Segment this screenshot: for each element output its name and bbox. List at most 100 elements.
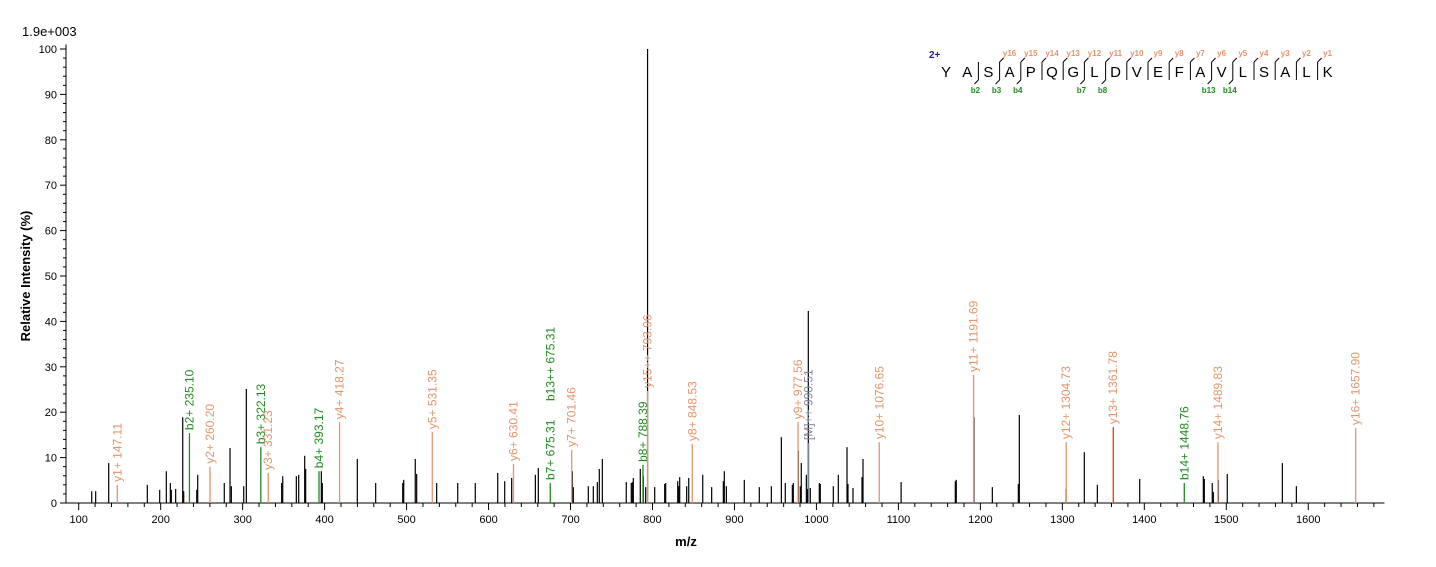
peak-label: b14+ 1448.76 [1177,406,1191,480]
y-hook [1126,57,1132,63]
b-ion-label: b3 [992,86,1002,95]
b-ion-label: b8 [1098,86,1108,95]
y-tick-label: 60 [45,226,57,238]
y-ion-label: y6 [1217,49,1226,58]
residue: L [1239,64,1247,81]
peak-label: b13++ 675.31 [543,327,557,401]
residue: Y [941,64,951,81]
y-ion-label: y12 [1088,49,1102,58]
residue: S [983,64,993,81]
y-ion-label: y16 [1003,49,1017,58]
peak-label: y2+ 260.20 [203,404,217,464]
x-tick-label: 1500 [1214,514,1238,526]
y-tick-label: 0 [51,498,57,510]
y-ion-label: y8 [1175,49,1184,58]
y-tick-label: 90 [45,89,57,101]
y-tick-label: 30 [45,362,57,374]
x-tick-label: 1100 [887,514,911,526]
y-tick-label: 40 [45,316,57,328]
y-ion-label: y5 [1238,49,1247,58]
y-hook [1147,57,1153,63]
y-tick-label: 70 [45,180,57,192]
annotations: y1+ 147.11 b2+ 235.10 y2+ 260.20 b3+ 322.13… [110,300,1363,503]
y-hook [1296,57,1301,63]
residue: L [1090,64,1098,81]
y-hook [1041,57,1047,63]
b-hook [1080,79,1085,85]
x-tick-label: 1400 [1132,514,1156,526]
b-hook [1016,79,1022,85]
y-hook [1211,57,1216,63]
peak-label: y3+ 331.23 [261,410,275,470]
peak-label: y1+ 147.11 [110,423,124,482]
peak-label: b4+ 393.17 [312,408,326,469]
b-hook [995,79,1000,85]
y-axis-label: Relative Intensity (%) [18,211,33,342]
x-tick-label: 400 [315,514,333,526]
intensity-scale-label: 1.9e+003 [22,24,77,39]
x-tick-label: 1300 [1050,514,1074,526]
x-tick-label: 900 [725,514,743,526]
x-tick-label: 500 [397,514,415,526]
y-hook [1232,57,1238,63]
y-hook [1062,57,1068,63]
peak-label: [M]++ 990.51 [802,369,816,440]
x-axis-label: m/z [675,534,697,549]
residue: A [1195,64,1205,81]
x-tick-label: 200 [151,514,169,526]
residue: Q [1046,64,1058,81]
b-ion-label: b2 [971,86,981,95]
peak-label: b8+ 788.39 [636,401,650,462]
residue: L [1302,64,1310,81]
residue: S [1259,64,1269,81]
y-ion-label: y1 [1323,49,1332,58]
x-tick-label: 800 [643,514,661,526]
y-tick-label: 10 [45,453,57,465]
b-hook [974,79,979,85]
b-hook [1101,79,1106,85]
b-ion-label: b7 [1077,86,1087,95]
residue: D [1110,64,1121,81]
peak-label: y5+ 531.35 [425,369,439,429]
peak-label: y10+ 1076.65 [872,366,886,439]
peak-label: y16+ 1657.90 [1349,352,1363,425]
b-hook [1228,79,1234,85]
x-tick-label: 600 [479,514,497,526]
residue: V [1217,64,1227,81]
y-ion-label: y7 [1196,49,1205,58]
y-ion-label: y15 [1024,49,1038,58]
y-tick-label: 100 [39,44,57,56]
peak-label: y7+ 701.46 [565,387,579,447]
residue: A [1280,64,1290,81]
b-ion-label: b14 [1223,86,1237,95]
peak-label: y6+ 630.41 [506,401,520,461]
peak-label: y12+ 1304.73 [1059,366,1073,439]
y-hook [1274,57,1280,63]
peak-label: y9+ 977.56 [791,359,805,419]
peak-label: y8+ 848.53 [685,381,699,441]
y-ion-label: y3 [1281,49,1290,58]
residue: A [962,64,972,81]
x-tick-label: 1200 [968,514,992,526]
peak-label: y14+ 1489.83 [1211,366,1225,439]
peaks [91,49,1297,503]
x-tick-label: 1600 [1296,514,1320,526]
residue: G [1067,64,1079,81]
peak-label: y13+ 1361.78 [1106,351,1120,424]
y-ion-label: y11 [1109,49,1122,58]
y-ion-label: y13 [1067,49,1081,58]
residue: A [1005,64,1015,81]
residue: P [1026,64,1036,81]
y-ion-label: y9 [1154,49,1163,58]
residue: V [1132,64,1142,81]
b-ion-label: b4 [1013,86,1023,95]
y-hook [1020,57,1026,63]
residue: E [1153,64,1163,81]
y-ion-label: y14 [1045,49,1059,58]
x-tick-label: 700 [561,514,579,526]
residue: F [1175,64,1184,81]
y-hook [1253,57,1259,63]
y-hook [1168,57,1174,63]
y-hook [1105,57,1110,63]
